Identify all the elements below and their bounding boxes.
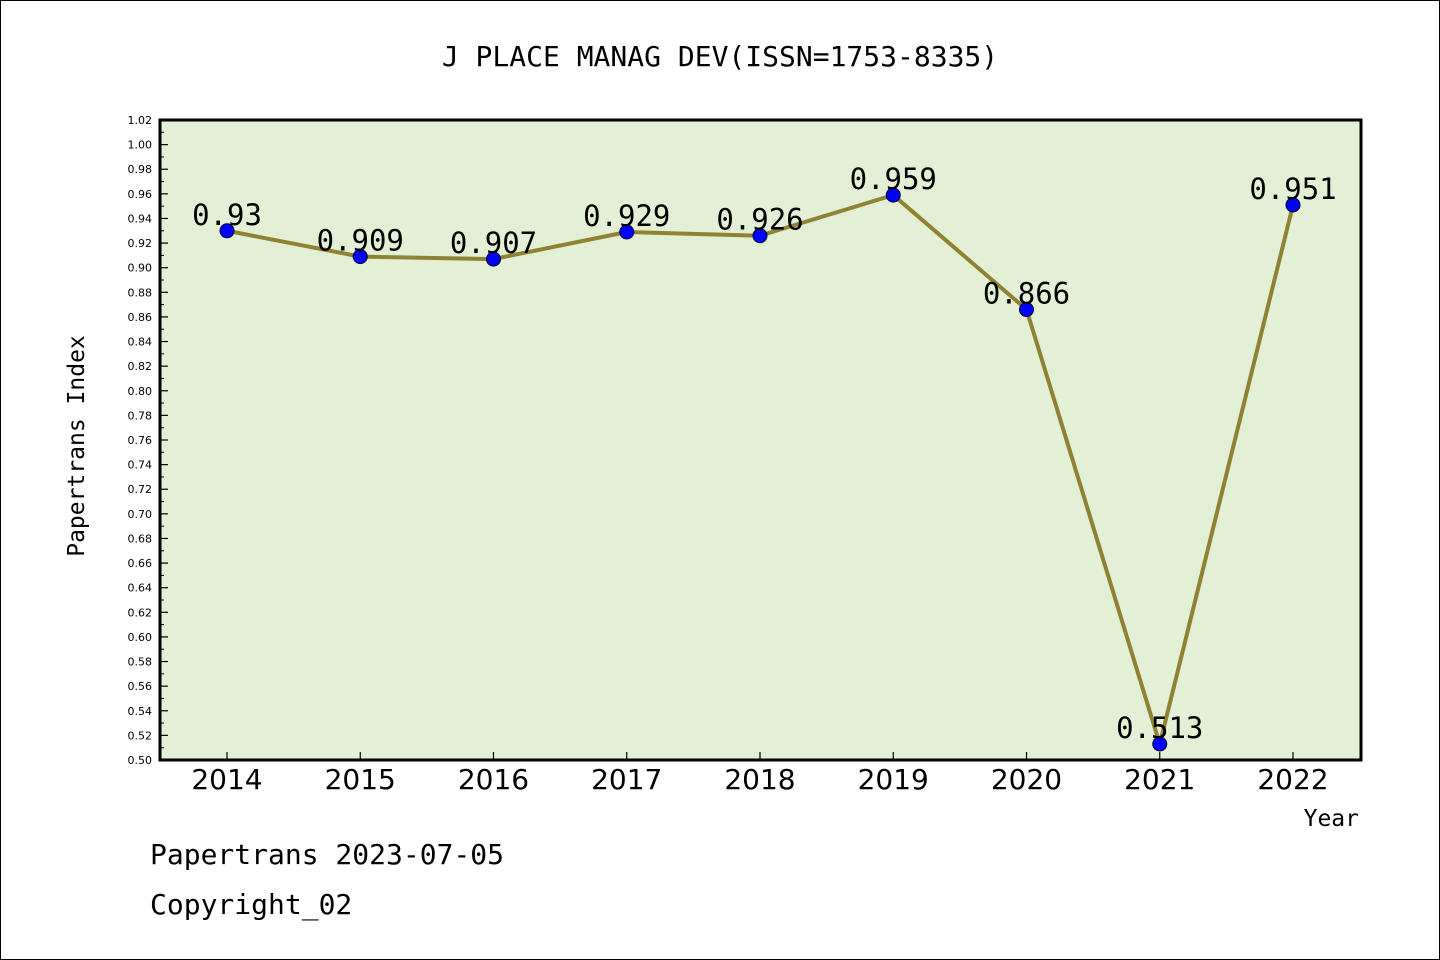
data-label: 0.926 [716,203,803,237]
y-tick-label: 0.92 [128,237,153,250]
y-tick-label: 0.90 [128,262,153,275]
y-tick-label: 0.70 [128,508,153,521]
y-tick-label: 0.94 [128,212,153,225]
y-tick-label: 0.80 [128,385,153,398]
y-tick-label: 0.52 [128,729,153,742]
y-tick-label: 0.72 [128,483,153,496]
x-tick-label: 2016 [458,763,529,796]
y-tick-label: 0.98 [128,163,153,176]
x-tick-label: 2018 [724,763,795,796]
x-tick-label: 2017 [591,763,662,796]
x-tick-label: 2019 [858,763,929,796]
y-tick-label: 0.50 [128,754,153,767]
data-point [1019,302,1034,318]
data-label: 0.959 [850,162,937,196]
y-tick-label: 0.66 [128,557,153,570]
y-tick-label: 0.78 [128,409,153,422]
y-tick-label: 0.62 [128,606,153,619]
x-axis: 2014 2015 2016 2017 2018 2019 2020 2021 2022 [191,752,1329,796]
data-label: 0.909 [317,224,404,258]
y-tick-label: 0.68 [128,532,153,545]
data-label: 0.93 [192,198,262,232]
y-tick-label: 0.88 [128,286,153,299]
y-tick-label: 0.84 [128,336,153,349]
x-tick-label: 2014 [191,763,262,796]
data-point [885,187,901,203]
data-label: 0.907 [450,226,537,260]
data-label: 0.866 [983,277,1070,311]
x-tick-label: 2015 [325,763,396,796]
plot-border [158,118,1363,762]
data-point [352,249,368,265]
data-label: 0.951 [1249,172,1336,206]
y-tick-label: 0.86 [128,311,153,324]
data-point [752,228,768,244]
y-tick-label: 0.76 [128,434,153,447]
x-tick-label: 2020 [991,763,1062,796]
y-axis: 0.50 0.52 0.54 0.56 0.58 0.60 0.62 0.64 0.66 0.68… [128,114,168,767]
data-label: 0.929 [583,199,670,233]
y-tick-label: 0.82 [128,360,153,373]
data-label-group: 0.93 0.909 0.907 0.929 0.926 0.959 0.866 0.513 0… [192,162,1337,745]
y-tick-label: 0.54 [128,705,153,718]
data-point [619,224,635,240]
y-tick-label: 0.64 [128,582,153,595]
data-point [1152,736,1168,752]
chart-title: J PLACE MANAG DEV(ISSN=1753-8335) [442,40,998,73]
y-tick-label: 0.60 [128,631,153,644]
x-tick-label: 2022 [1257,763,1328,796]
y-tick-label: 0.58 [128,656,153,669]
footer-date: Papertrans 2023-07-05 [150,838,504,871]
y-tick-label: 0.96 [128,188,153,201]
data-point [486,251,501,267]
x-axis-label: Year [1304,806,1359,832]
y-tick-label: 0.56 [128,680,153,693]
plot-area [160,120,1361,760]
data-point [1285,197,1301,213]
data-point [219,223,235,239]
footer-copyright: Copyright_02 [150,888,352,922]
data-label: 0.513 [1116,711,1203,745]
y-axis-label: Papertrans Index [64,335,90,557]
series-line-group [219,187,1301,752]
y-tick-label: 0.74 [128,459,153,472]
x-tick-label: 2021 [1124,763,1195,796]
y-tick-label: 1.02 [128,114,153,127]
y-tick-label: 1.00 [128,139,153,152]
